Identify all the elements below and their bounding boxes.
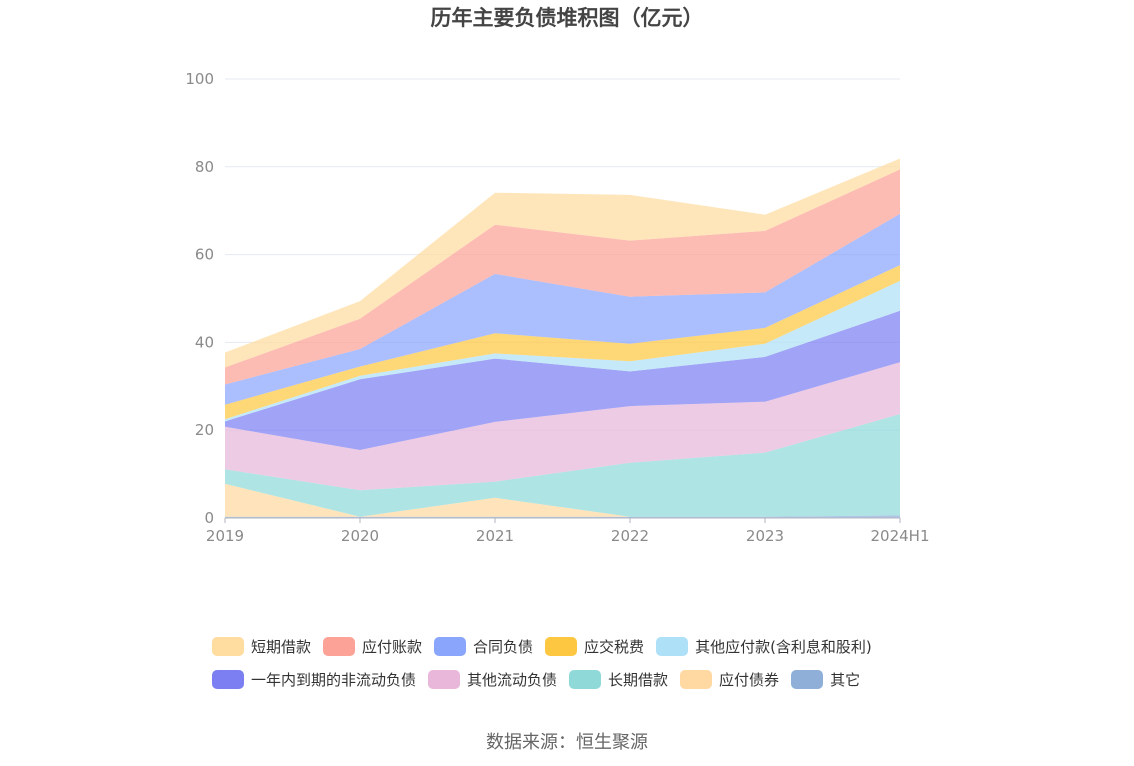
legend-swatch <box>680 670 713 689</box>
x-tick-label: 2022 <box>611 527 649 545</box>
legend-item[interactable]: 其它 <box>791 669 860 690</box>
legend-swatch <box>212 637 244 656</box>
legend-item[interactable]: 其他应付款(含利息和股利) <box>656 636 872 657</box>
y-tick-label: 100 <box>185 70 214 88</box>
area-短期借款 <box>225 158 900 368</box>
y-tick-label: 80 <box>195 158 214 176</box>
area-其他应付款(含利息和股利) <box>225 280 900 422</box>
legend-item[interactable]: 一年内到期的非流动负债 <box>212 669 416 690</box>
legend-swatch <box>545 637 578 656</box>
legend-label: 合同负债 <box>473 638 534 656</box>
legend-label: 应付债券 <box>719 671 780 689</box>
legend-row: 一年内到期的非流动负债 其他流动负债 长期借款 应付债券 其它 <box>212 663 932 696</box>
x-tick-label: 2023 <box>746 527 784 545</box>
y-tick-label: 0 <box>204 509 214 527</box>
x-tick-label: 2024H1 <box>871 527 930 545</box>
legend-item[interactable]: 应付账款 <box>323 636 422 657</box>
legend-swatch <box>434 637 467 656</box>
legend: 短期借款 应付账款 合同负债 应交税费 其他应付款(含利息和股利) 一年内到期的非流动负债… <box>212 630 932 696</box>
legend-swatch <box>569 670 602 689</box>
legend-label: 短期借款 <box>251 638 312 656</box>
legend-swatch <box>791 670 824 689</box>
y-tick-label: 20 <box>195 421 214 439</box>
x-tick-label: 2021 <box>476 527 514 545</box>
y-tick-label: 40 <box>195 333 214 351</box>
legend-label: 应交税费 <box>584 638 645 656</box>
legend-item[interactable]: 合同负债 <box>434 636 533 657</box>
source-note: 数据来源：恒生聚源 <box>486 732 648 753</box>
legend-item[interactable]: 长期借款 <box>569 669 668 690</box>
legend-swatch <box>323 637 356 656</box>
legend-item[interactable]: 其他流动负债 <box>428 669 557 690</box>
legend-row: 短期借款 应付账款 合同负债 应交税费 其他应付款(含利息和股利) <box>212 630 932 663</box>
chart-title: 历年主要负债堆积图（亿元） <box>430 6 704 30</box>
x-tick-label: 2019 <box>206 527 244 545</box>
area-一年内到期的非流动负债 <box>225 310 900 450</box>
legend-swatch <box>212 670 244 689</box>
x-tick-label: 2020 <box>341 527 379 545</box>
area-其他流动负债 <box>225 362 900 491</box>
area-应付账款 <box>225 169 900 385</box>
legend-item[interactable]: 短期借款 <box>212 636 311 657</box>
legend-label: 长期借款 <box>608 671 669 689</box>
legend-label: 其它 <box>830 671 861 689</box>
legend-label: 其他流动负债 <box>467 671 558 689</box>
area-长期借款 <box>225 414 900 517</box>
legend-label: 一年内到期的非流动负债 <box>251 671 417 689</box>
y-tick-label: 60 <box>195 246 214 264</box>
legend-item[interactable]: 应交税费 <box>545 636 644 657</box>
legend-label: 应付账款 <box>362 638 423 656</box>
legend-label: 其他应付款(含利息和股利) <box>695 638 872 656</box>
area-应交税费 <box>225 265 900 420</box>
area-应付债券 <box>225 483 900 517</box>
legend-swatch <box>656 637 689 656</box>
legend-item[interactable]: 应付债券 <box>680 669 779 690</box>
area-合同负债 <box>225 213 900 405</box>
legend-swatch <box>428 670 461 689</box>
